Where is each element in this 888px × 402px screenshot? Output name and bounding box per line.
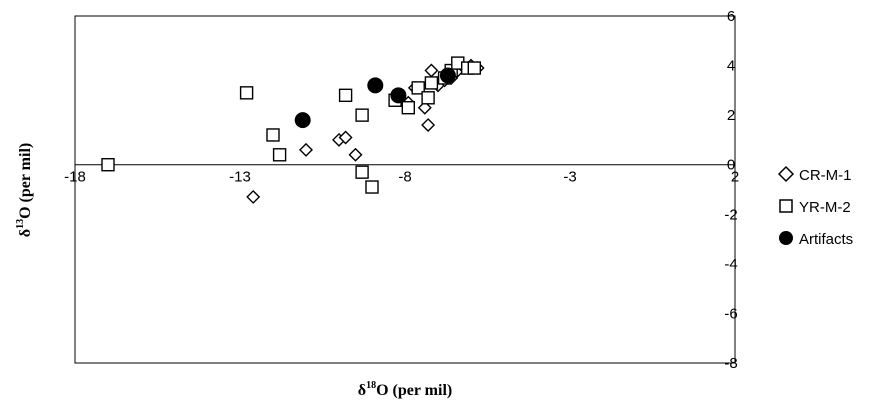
yr-m-2-point — [338, 88, 353, 103]
y-tick-label: 0 — [727, 157, 735, 174]
x-tick-label: -18 — [64, 169, 86, 186]
cr-m-1-point — [299, 142, 313, 157]
y-tick-label: 6 — [727, 8, 735, 25]
yr-m-2-point — [467, 61, 481, 75]
y-axis-title-sup: 13 — [15, 219, 26, 229]
cr-m-1-point — [424, 63, 439, 78]
yr-m-2-point — [411, 81, 425, 95]
yr-m-2-point — [424, 76, 439, 90]
legend-entry-cr-m-1: CR-M-1 — [777, 165, 852, 184]
yr-m-2-point — [365, 180, 379, 194]
x-axis-title-base: δ — [358, 382, 366, 399]
y-tick-label: -8 — [724, 355, 737, 372]
y-axis-title-base: δ — [17, 229, 34, 237]
x-tick-label: 2 — [731, 169, 739, 186]
legend-label-cr-m-1: CR-M-1 — [799, 167, 852, 184]
legend-label-artifacts: Artifacts — [799, 231, 853, 248]
artifact-point — [294, 112, 311, 129]
y-tick-label: -4 — [724, 256, 737, 273]
y-axis-title-rest: O (per mil) — [17, 143, 34, 219]
cr-m-1-point — [421, 118, 436, 133]
cr-m-1-point — [246, 189, 261, 204]
y-tick-label: -6 — [724, 305, 737, 322]
yr-m-2-point — [421, 91, 435, 105]
y-tick-label: 4 — [727, 58, 735, 75]
square-marker-icon — [779, 199, 793, 213]
x-tick-label: -3 — [563, 169, 576, 186]
x-tick-label: -8 — [398, 169, 411, 186]
x-axis-title: δ18O (per mil) — [358, 380, 452, 399]
y-axis-title: δ13O (per mil) — [15, 143, 34, 237]
legend-entry-artifacts: Artifacts — [779, 231, 853, 248]
cr-m-1-point — [348, 147, 363, 162]
x-axis-title-rest: O (per mil) — [376, 382, 452, 399]
artifact-point — [367, 77, 384, 94]
yr-m-2-point — [266, 128, 280, 142]
artifact-point — [390, 87, 407, 104]
axis-lines — [75, 16, 736, 363]
cr-m-1-point — [338, 130, 353, 145]
yr-m-2-point — [272, 148, 287, 162]
x-tick-label: -13 — [229, 169, 251, 186]
yr-m-2-point — [101, 158, 115, 172]
y-tick-label: -2 — [724, 206, 737, 223]
yr-m-2-point — [401, 101, 415, 115]
yr-m-2-point — [355, 165, 369, 179]
legend: CR-M-1 YR-M-2 Artifacts — [777, 165, 853, 248]
x-axis-title-sup: 18 — [366, 380, 376, 391]
yr-m-2-point — [355, 108, 369, 122]
legend-label-yr-m-2: YR-M-2 — [799, 199, 851, 216]
data-points — [101, 56, 485, 204]
y-tick-label: 2 — [727, 107, 735, 124]
legend-entry-yr-m-2: YR-M-2 — [779, 199, 851, 216]
cr-m-1-point — [417, 100, 432, 115]
plot-area-frame — [74, 15, 736, 364]
yr-m-2-point — [239, 86, 254, 100]
x-tick-labels: -18 -13 -8 -3 2 — [64, 169, 739, 186]
artifact-point — [439, 67, 456, 84]
filled-circle-marker-icon — [779, 231, 793, 245]
diamond-marker-icon — [777, 165, 795, 183]
